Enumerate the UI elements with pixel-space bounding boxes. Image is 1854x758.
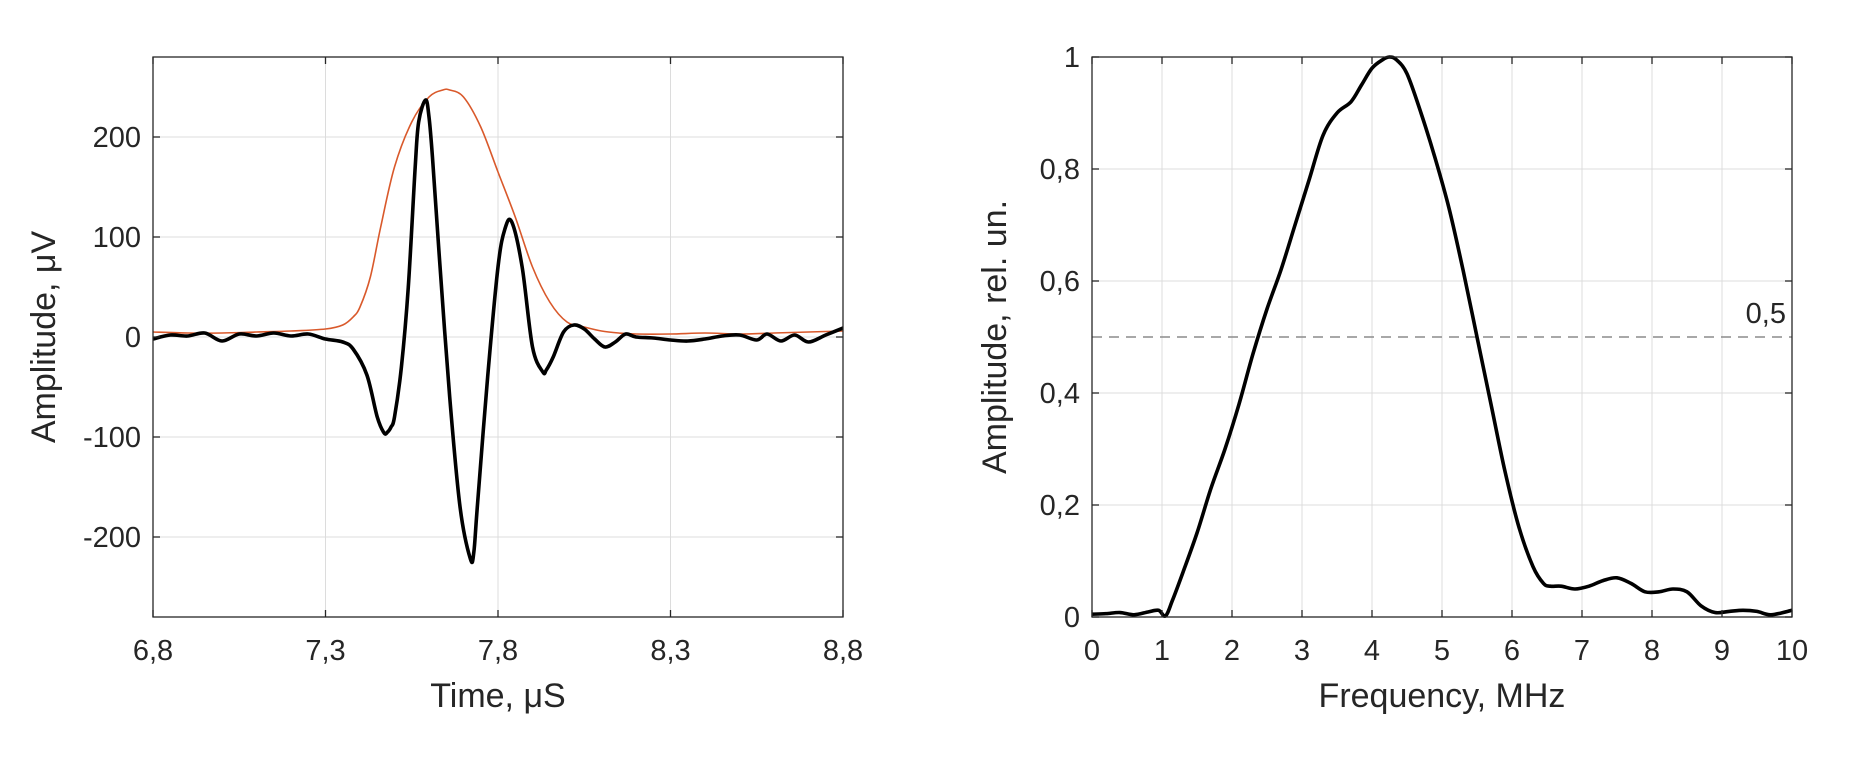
y-tick-label: 0	[1064, 602, 1080, 634]
series-line-0	[153, 98, 843, 565]
series-line-0	[1092, 55, 1792, 618]
y-tick-label: 100	[93, 222, 141, 254]
y-tick-label: -100	[83, 422, 141, 454]
x-axis-label: Time, μS	[430, 677, 565, 715]
x-tick-label: 6,8	[133, 635, 173, 667]
y-tick-label: 0	[125, 322, 141, 354]
x-tick-label: 8	[1644, 635, 1660, 667]
y-tick-label: 0,4	[1040, 378, 1080, 410]
y-axis-label: Amplitude, rel. un.	[976, 200, 1014, 474]
y-tick-label: 1	[1064, 42, 1080, 74]
y-axis-label: Amplitude, μV	[25, 231, 63, 444]
x-tick-label: 4	[1364, 635, 1380, 667]
x-tick-label: 8,8	[823, 635, 863, 667]
x-tick-label: 3	[1294, 635, 1310, 667]
x-axis-label: Frequency, MHz	[1319, 677, 1566, 715]
series-line-1	[153, 88, 843, 335]
x-tick-label: 2	[1224, 635, 1240, 667]
y-tick-label: 200	[93, 122, 141, 154]
x-tick-label: 7,8	[478, 635, 518, 667]
x-tick-label: 7	[1574, 635, 1590, 667]
x-tick-label: 9	[1714, 635, 1730, 667]
y-tick-label: -200	[83, 522, 141, 554]
y-tick-label: 0,2	[1040, 490, 1080, 522]
y-tick-label: 0,6	[1040, 266, 1080, 298]
x-tick-label: 1	[1154, 635, 1170, 667]
x-tick-label: 8,3	[650, 635, 690, 667]
x-tick-label: 5	[1434, 635, 1450, 667]
y-tick-label: 0,8	[1040, 154, 1080, 186]
x-tick-label: 6	[1504, 635, 1520, 667]
x-tick-label: 0	[1084, 635, 1100, 667]
x-tick-label: 7,3	[305, 635, 345, 667]
reference-line-label: 0,5	[1746, 298, 1786, 330]
x-tick-label: 10	[1776, 635, 1808, 667]
frequency-spectrum-chart: 0,5 0 1 2 3 4 5 6 7 8 9 10 0 0,2 0,4 0,6 0,8 1 Frequency…	[976, 42, 1808, 715]
